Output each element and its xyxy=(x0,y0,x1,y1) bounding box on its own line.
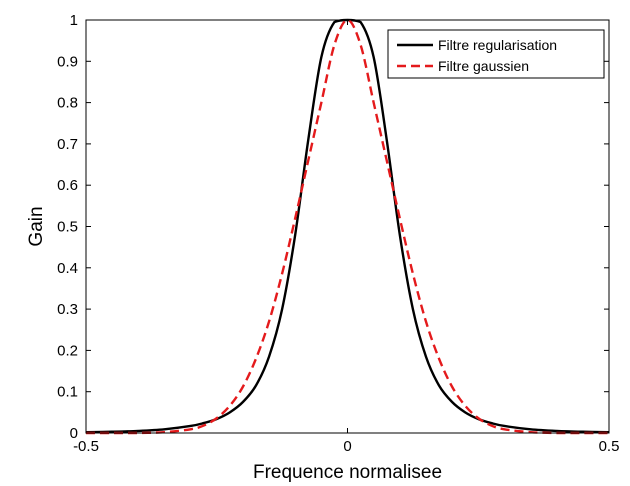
y-tick-label: 0.2 xyxy=(57,342,78,359)
legend: Filtre regularisation Filtre gaussien xyxy=(387,29,605,79)
y-tick-label: 0 xyxy=(70,425,78,442)
ticks-layer: -0.5 0 0.500.10.20.30.40.50.60.70.80.91 xyxy=(57,12,619,455)
legend-box xyxy=(387,29,605,79)
x-tick-label: -0.5 xyxy=(73,438,99,455)
x-tick-label: 0 xyxy=(343,438,351,455)
y-tick-label: 1 xyxy=(70,12,78,29)
y-tick-label: 0.7 xyxy=(57,136,78,153)
x-axis-label: Frequence normalisee xyxy=(253,462,442,483)
y-tick-label: 0.1 xyxy=(57,384,78,401)
x-tick-label: 0.5 xyxy=(599,438,620,455)
legend-label-filtre-gaussien: Filtre gaussien xyxy=(438,58,529,74)
y-tick-label: 0.8 xyxy=(57,95,78,112)
y-tick-label: 0.9 xyxy=(57,53,78,70)
y-tick-label: 0.3 xyxy=(57,301,78,318)
y-tick-label: 0.5 xyxy=(57,219,78,236)
y-tick-label: 0.6 xyxy=(57,177,78,194)
legend-label-filtre-regularisation: Filtre regularisation xyxy=(438,37,557,53)
y-tick-label: 0.4 xyxy=(57,260,78,277)
y-axis-label: Gain xyxy=(26,206,47,246)
